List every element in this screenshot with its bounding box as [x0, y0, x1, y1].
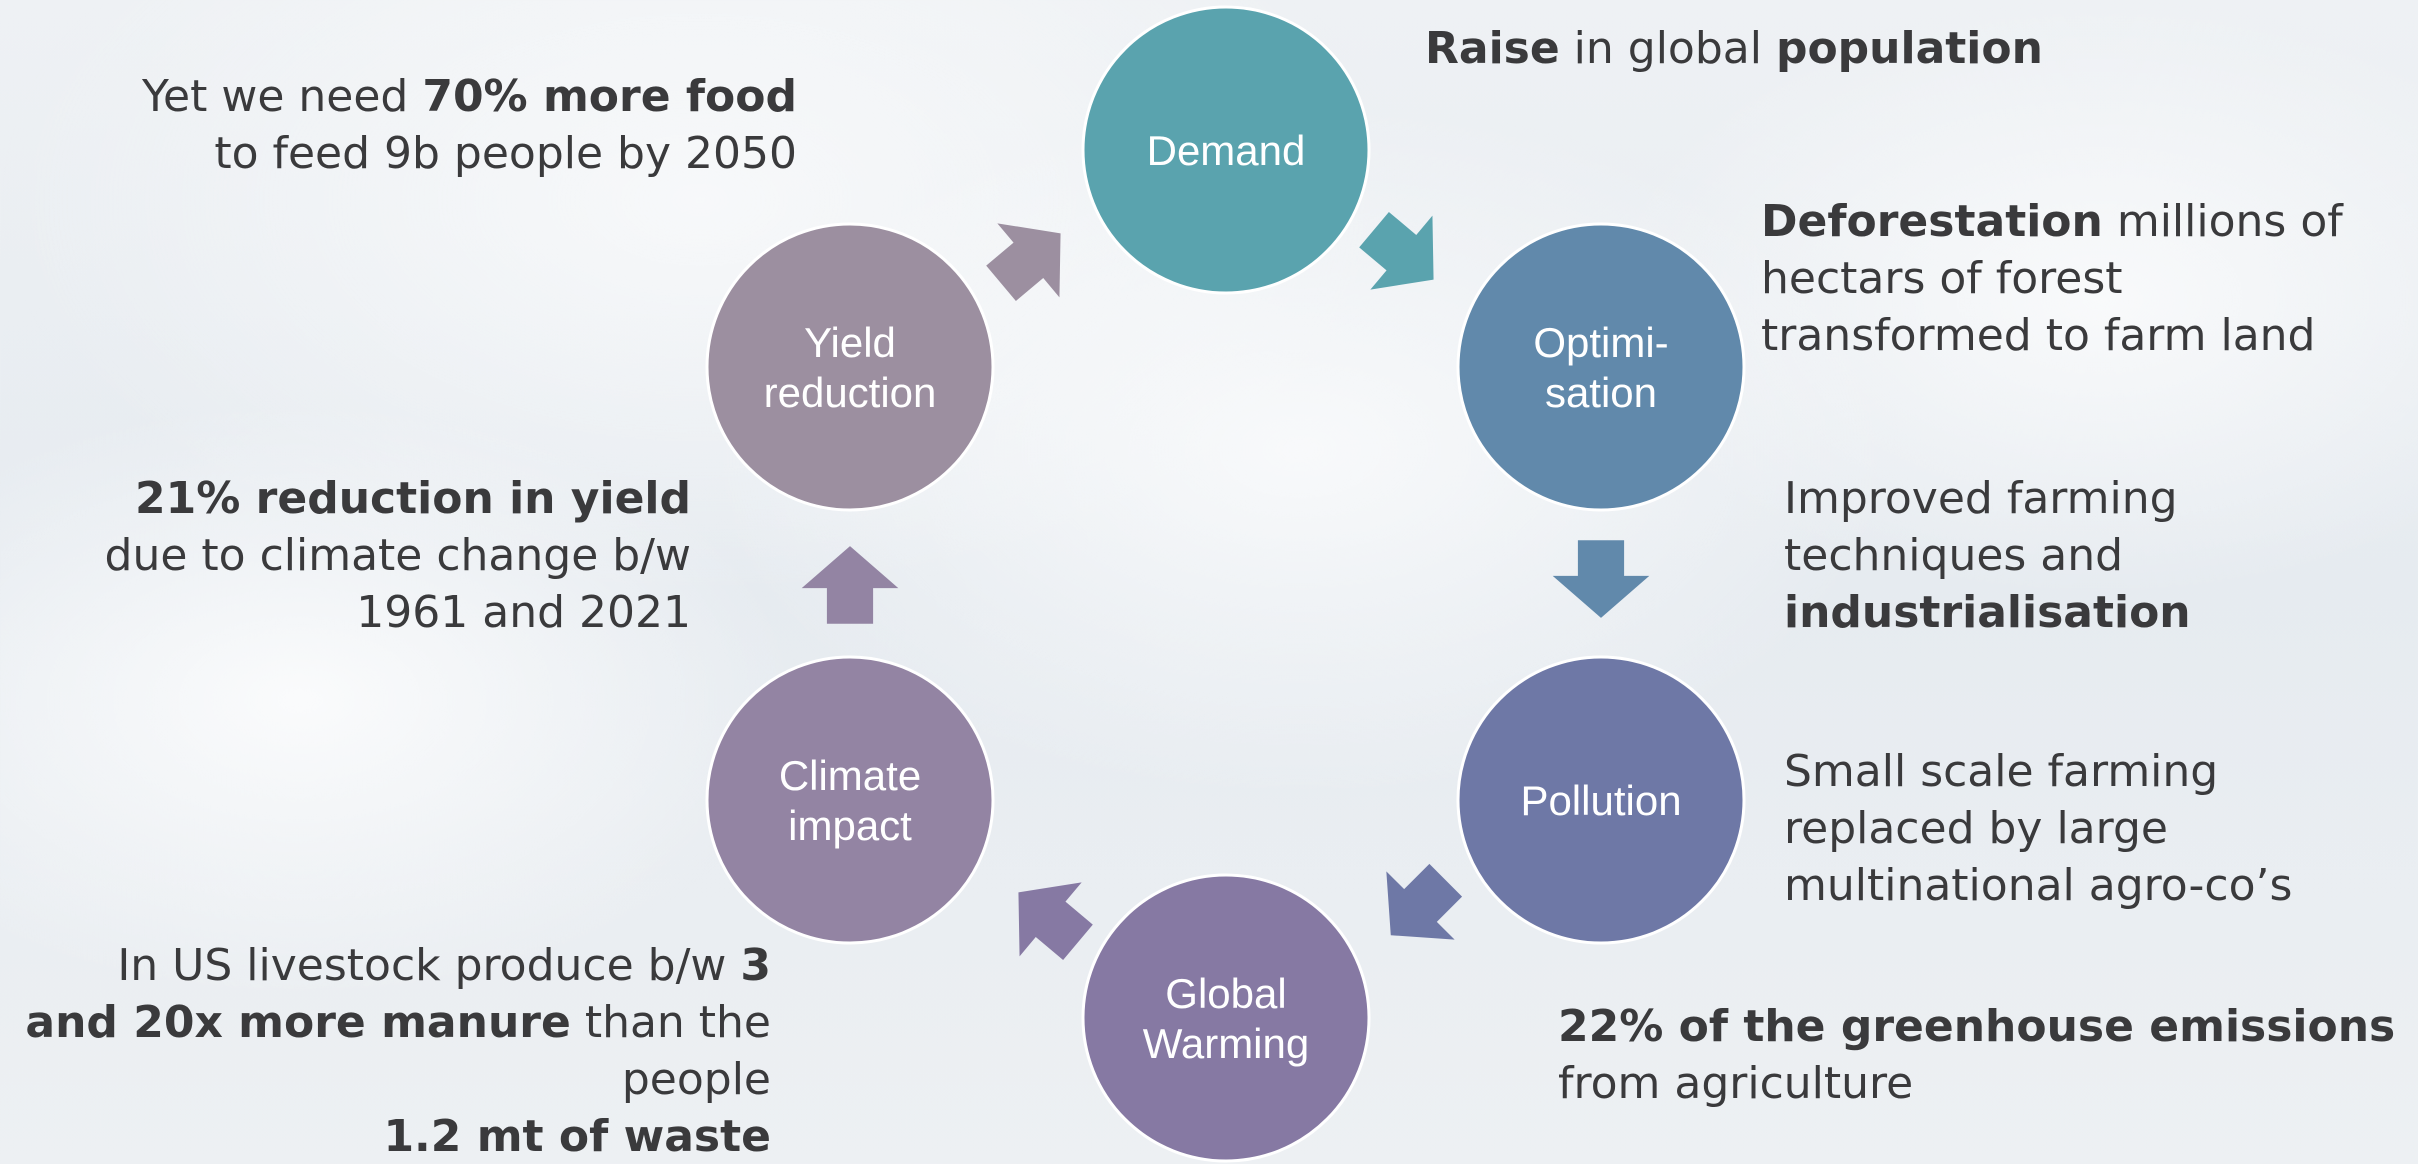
annotation-text: Deforestation: [1761, 196, 2103, 247]
annotation: In US livestock produce b/w 3 and 20x mor…: [25, 940, 771, 1162]
node-label: Demand: [1147, 127, 1306, 174]
node-label: Global: [1165, 970, 1286, 1017]
annotation-text: industrialisation: [1784, 587, 2191, 638]
node-circle: [707, 224, 993, 510]
annotation-text: multinational agro-co’s: [1784, 860, 2292, 911]
annotation-text: In US livestock produce b/w: [117, 940, 740, 991]
annotation-text: due to climate change b/w: [105, 530, 691, 581]
annotation-line: Deforestation millions of: [1761, 196, 2344, 247]
annotation-line: people: [622, 1054, 771, 1105]
annotation: Improved farming techniques and industrial…: [1784, 473, 2191, 638]
annotation-text: transformed to farm land: [1761, 310, 2315, 361]
node-label: Warming: [1143, 1020, 1309, 1067]
annotation-text: millions of: [2103, 196, 2344, 247]
annotation-text: Small scale farming: [1784, 746, 2218, 797]
node-label: Optimi-: [1533, 319, 1668, 366]
annotation-line: 22% of the greenhouse emissions: [1558, 1001, 2395, 1052]
annotation-line: Improved farming: [1784, 473, 2178, 524]
node-label: sation: [1545, 369, 1657, 416]
arrow: [987, 855, 1109, 979]
annotation-text: from agriculture: [1558, 1058, 1913, 1109]
annotation-text: Improved farming: [1784, 473, 2178, 524]
arrow: [1357, 846, 1480, 969]
node-label: Pollution: [1520, 777, 1681, 824]
annotation-line: from agriculture: [1558, 1058, 1913, 1109]
arrow: [970, 196, 1092, 320]
annotation-text: and 20x more manure: [25, 997, 570, 1048]
annotation: 21% reduction in yield due to climate cha…: [105, 473, 691, 638]
cycle-node: Optimi-sation: [1458, 224, 1744, 510]
arrow: [802, 546, 899, 624]
node-circle: [1083, 875, 1369, 1161]
cycle-diagram: Demand Optimi-sation Pollution GlobalWarmin…: [0, 0, 2418, 1164]
annotation-text: 1961 and 2021: [356, 587, 691, 638]
cycle-node: Pollution: [1458, 657, 1744, 943]
node-label: Climate: [779, 752, 921, 799]
annotation-text: Raise: [1425, 23, 1560, 74]
annotation: Yet we need 70% more food to feed 9b peop…: [141, 71, 797, 179]
node-label: reduction: [764, 369, 937, 416]
annotation-line: hectars of forest: [1761, 253, 2123, 304]
arrow: [1553, 540, 1650, 618]
node-label: impact: [788, 802, 912, 849]
annotation: 22% of the greenhouse emissions from agri…: [1558, 1001, 2395, 1109]
cycle-node: Demand: [1083, 7, 1369, 293]
node-circle: [707, 657, 993, 943]
annotation-line: transformed to farm land: [1761, 310, 2315, 361]
annotation-line: techniques and: [1784, 530, 2123, 581]
annotation-text: Yet we need: [141, 71, 422, 122]
annotation-line: multinational agro-co’s: [1784, 860, 2292, 911]
annotation-text: than the: [571, 997, 771, 1048]
annotation-text: hectars of forest: [1761, 253, 2123, 304]
annotation-text: 70% more food: [422, 71, 797, 122]
annotation-line: 21% reduction in yield: [135, 473, 691, 524]
annotation-text: people: [622, 1054, 771, 1105]
annotation-text: 22% of the greenhouse emissions: [1558, 1001, 2395, 1052]
annotation-line: In US livestock produce b/w 3: [117, 940, 771, 991]
annotation-line: Small scale farming: [1784, 746, 2218, 797]
annotation: Deforestation millions of hectars of fore…: [1761, 196, 2344, 361]
annotation-line: 1.2 mt of waste: [383, 1111, 771, 1162]
annotation-text: population: [1776, 23, 2043, 74]
annotation: Raise in global population: [1425, 23, 2043, 74]
annotation: Small scale farming replaced by large mult…: [1784, 746, 2292, 911]
annotation-line: Raise in global population: [1425, 23, 2043, 74]
annotation-text: 21% reduction in yield: [135, 473, 691, 524]
node-circle: [1458, 224, 1744, 510]
annotation-text: 3: [740, 940, 771, 991]
annotation-text: to feed 9b people by 2050: [214, 128, 797, 179]
annotation-line: 1961 and 2021: [356, 587, 691, 638]
annotation-line: due to climate change b/w: [105, 530, 691, 581]
node-label: Yield: [804, 319, 896, 366]
annotation-text: in global: [1560, 23, 1776, 74]
annotation-line: replaced by large: [1784, 803, 2168, 854]
page: Demand Optimi-sation Pollution GlobalWarmin…: [0, 0, 2418, 1164]
annotation-line: Yet we need 70% more food: [141, 71, 797, 122]
annotation-text: 1.2 mt of waste: [383, 1111, 771, 1162]
annotation-line: and 20x more manure than the: [25, 997, 771, 1048]
arrow: [1343, 193, 1465, 317]
annotation-text: techniques and: [1784, 530, 2123, 581]
annotation-line: to feed 9b people by 2050: [214, 128, 797, 179]
annotation-line: industrialisation: [1784, 587, 2191, 638]
annotation-text: replaced by large: [1784, 803, 2168, 854]
